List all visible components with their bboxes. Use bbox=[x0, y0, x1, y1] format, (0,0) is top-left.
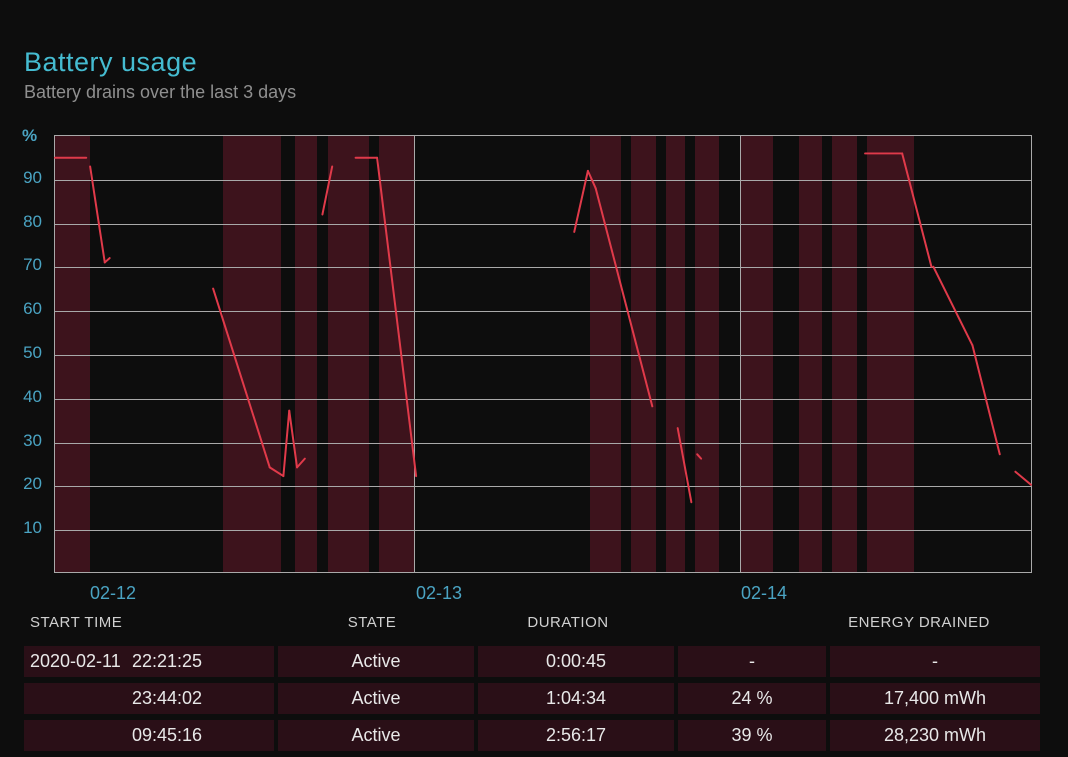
cell-duration: 1:04:34 bbox=[478, 683, 674, 714]
cell-start-time: 2020-02-1122:21:25 bbox=[24, 646, 274, 677]
chart-plot-area bbox=[54, 135, 1032, 573]
cell-state: Active bbox=[278, 683, 474, 714]
cell-state: Active bbox=[278, 720, 474, 751]
cell-energy: 17,400 mWh bbox=[830, 683, 1040, 714]
col-duration: DURATION bbox=[470, 614, 666, 631]
y-tick-label: 10 bbox=[20, 518, 42, 538]
x-tick-label: 02-14 bbox=[741, 583, 787, 604]
usage-table: START TIME STATE DURATION ENERGY DRAINED… bbox=[24, 607, 1044, 757]
cell-duration: 0:00:45 bbox=[478, 646, 674, 677]
cell-start-time: 23:44:02 bbox=[24, 683, 274, 714]
col-energy: ENERGY DRAINED bbox=[814, 614, 1024, 631]
col-start-time: START TIME bbox=[24, 614, 274, 631]
y-tick-label: 90 bbox=[20, 168, 42, 188]
cell-energy: 28,230 mWh bbox=[830, 720, 1040, 751]
battery-chart: % 90 80 70 60 50 40 30 20 10 02-12 02-13 02-14 bbox=[0, 123, 1068, 613]
x-tick-label: 02-12 bbox=[90, 583, 136, 604]
y-tick-label: 40 bbox=[20, 387, 42, 407]
table-header-row: START TIME STATE DURATION ENERGY DRAINED bbox=[24, 607, 1044, 638]
y-tick-label: 80 bbox=[20, 212, 42, 232]
y-tick-label: 30 bbox=[20, 431, 42, 451]
cell-percent: 24 % bbox=[678, 683, 826, 714]
table-row: 2020-02-1122:21:25Active0:00:45-- bbox=[24, 646, 1044, 677]
cell-percent: 39 % bbox=[678, 720, 826, 751]
y-tick-label: 70 bbox=[20, 255, 42, 275]
page-subtitle: Battery drains over the last 3 days bbox=[0, 82, 1068, 103]
x-tick-label: 02-13 bbox=[416, 583, 462, 604]
y-tick-label: 60 bbox=[20, 299, 42, 319]
cell-energy: - bbox=[830, 646, 1040, 677]
y-axis-unit: % bbox=[22, 126, 37, 146]
y-tick-label: 50 bbox=[20, 343, 42, 363]
col-state: STATE bbox=[274, 614, 470, 631]
cell-duration: 2:56:17 bbox=[478, 720, 674, 751]
cell-state: Active bbox=[278, 646, 474, 677]
cell-percent: - bbox=[678, 646, 826, 677]
chart-line-layer bbox=[55, 136, 1031, 572]
table-row: 23:44:02Active1:04:3424 %17,400 mWh bbox=[24, 683, 1044, 714]
table-row: 09:45:16Active2:56:1739 %28,230 mWh bbox=[24, 720, 1044, 751]
cell-start-time: 09:45:16 bbox=[24, 720, 274, 751]
page-title: Battery usage bbox=[0, 0, 1068, 82]
y-tick-label: 20 bbox=[20, 474, 42, 494]
